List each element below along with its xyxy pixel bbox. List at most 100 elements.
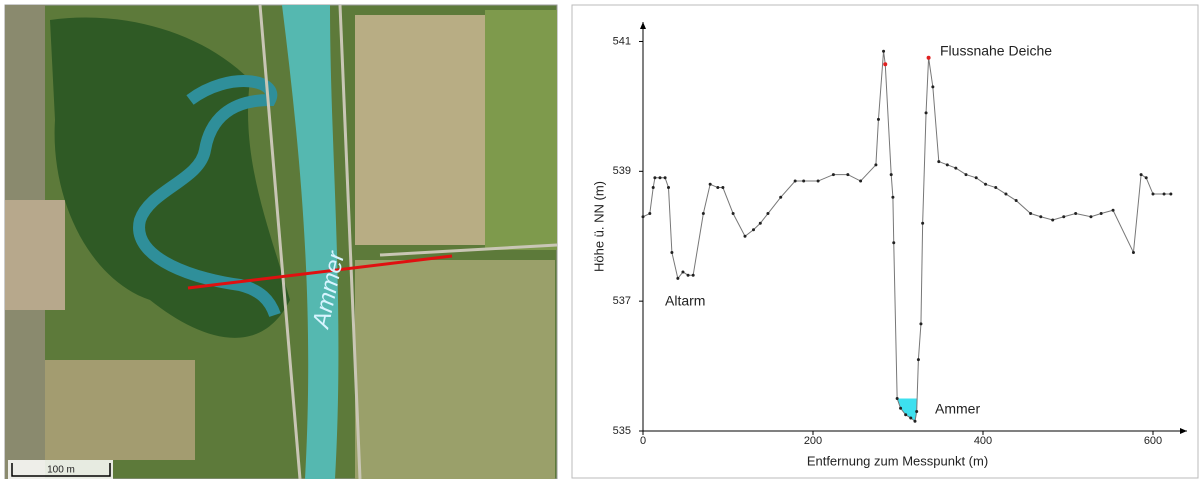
scale-label: 100 m <box>47 465 75 476</box>
measure-point <box>916 358 920 362</box>
measure-point <box>909 416 913 420</box>
measure-point <box>994 186 998 190</box>
measure-point <box>731 212 735 216</box>
measure-point <box>904 413 908 417</box>
measure-point <box>1144 176 1148 180</box>
measure-point <box>931 85 935 89</box>
measure-point <box>954 166 958 170</box>
measure-point <box>924 111 928 115</box>
measure-point <box>691 273 695 277</box>
aerial-map: Ammer 100 m <box>4 4 558 480</box>
measure-point <box>915 410 919 414</box>
scale-bar <box>11 463 111 477</box>
measure-point <box>701 212 705 216</box>
measure-point <box>921 221 925 225</box>
profile-line <box>187 254 453 290</box>
x-tick-label: 200 <box>804 435 822 447</box>
x-tick-label: 600 <box>1144 435 1162 447</box>
measure-point <box>1151 192 1155 196</box>
measure-point <box>945 163 949 167</box>
measure-point <box>919 322 923 326</box>
x-tick-label: 400 <box>974 435 992 447</box>
measure-point <box>670 250 674 254</box>
measure-point <box>681 270 685 274</box>
measure-point <box>1099 212 1103 216</box>
measure-point <box>1039 215 1043 219</box>
y-axis-arrow <box>640 22 646 29</box>
measure-point <box>779 195 783 199</box>
chart-panel <box>571 4 1199 479</box>
water-area <box>897 398 918 422</box>
measure-point <box>752 228 755 232</box>
old-river-arm <box>133 75 281 318</box>
road <box>338 4 362 480</box>
measure-point <box>876 117 880 121</box>
measure-point <box>891 195 895 199</box>
measure-point <box>743 234 747 238</box>
y-axis-label: Höhe ü. NN (m) <box>591 181 606 272</box>
measure-point <box>1062 215 1066 219</box>
measure-point <box>1162 192 1166 196</box>
measure-point <box>974 176 978 180</box>
road <box>379 243 558 257</box>
river <box>282 5 339 479</box>
x-axis-arrow <box>1180 428 1187 434</box>
measure-point <box>1014 199 1018 203</box>
road <box>258 4 302 480</box>
dike-point <box>926 55 931 60</box>
measure-point <box>653 176 657 180</box>
measure-point <box>766 212 770 216</box>
chart: 0 200 400 600 535 537 539 541 Entfernung zum Mes… <box>591 22 1187 468</box>
measure-point <box>663 176 667 180</box>
x-tick-label: 0 <box>640 435 646 447</box>
measure-point <box>721 186 725 190</box>
measure-point <box>708 182 712 186</box>
measure-point <box>802 179 806 183</box>
scale-box <box>8 460 113 479</box>
measure-point <box>913 419 917 423</box>
measure-point <box>895 397 899 401</box>
measure-point <box>716 186 720 190</box>
forest <box>50 17 290 338</box>
profile-line <box>642 51 1171 423</box>
y-tick-label: 537 <box>613 295 631 307</box>
y-tick-label: 541 <box>613 35 631 47</box>
measure-point <box>889 173 893 177</box>
measure-point <box>1131 250 1135 254</box>
annotation: Altarm <box>665 293 705 309</box>
measure-point <box>1139 173 1143 177</box>
measure-point <box>793 179 797 183</box>
measure-point <box>874 163 878 167</box>
measure-point <box>899 406 903 410</box>
annotation: Flussnahe Deiche <box>940 43 1052 59</box>
measure-point <box>686 273 690 277</box>
measure-point <box>1051 218 1055 222</box>
annotation: Ammer <box>935 401 980 417</box>
measure-point <box>846 173 850 177</box>
y-tick-label: 539 <box>613 165 631 177</box>
measure-point <box>1074 212 1078 216</box>
measure-point <box>937 160 941 164</box>
measure-point <box>964 173 968 177</box>
field <box>45 360 195 460</box>
measure-point <box>1029 212 1033 216</box>
measure-point <box>1089 215 1093 219</box>
measure-point <box>651 186 655 190</box>
measure-point <box>892 241 896 245</box>
measure-point <box>816 179 820 183</box>
measure-point <box>831 173 835 177</box>
measure-point <box>667 186 670 190</box>
field <box>355 260 555 479</box>
measure-point <box>676 276 680 280</box>
field <box>355 15 485 245</box>
measure-point <box>984 182 988 186</box>
measure-point <box>648 212 652 216</box>
measure-point <box>641 215 645 219</box>
measure-point <box>758 221 762 225</box>
field <box>5 200 65 310</box>
field <box>485 10 557 250</box>
measure-point <box>658 176 662 180</box>
measure-point <box>882 49 886 53</box>
measure-point <box>1111 208 1115 212</box>
